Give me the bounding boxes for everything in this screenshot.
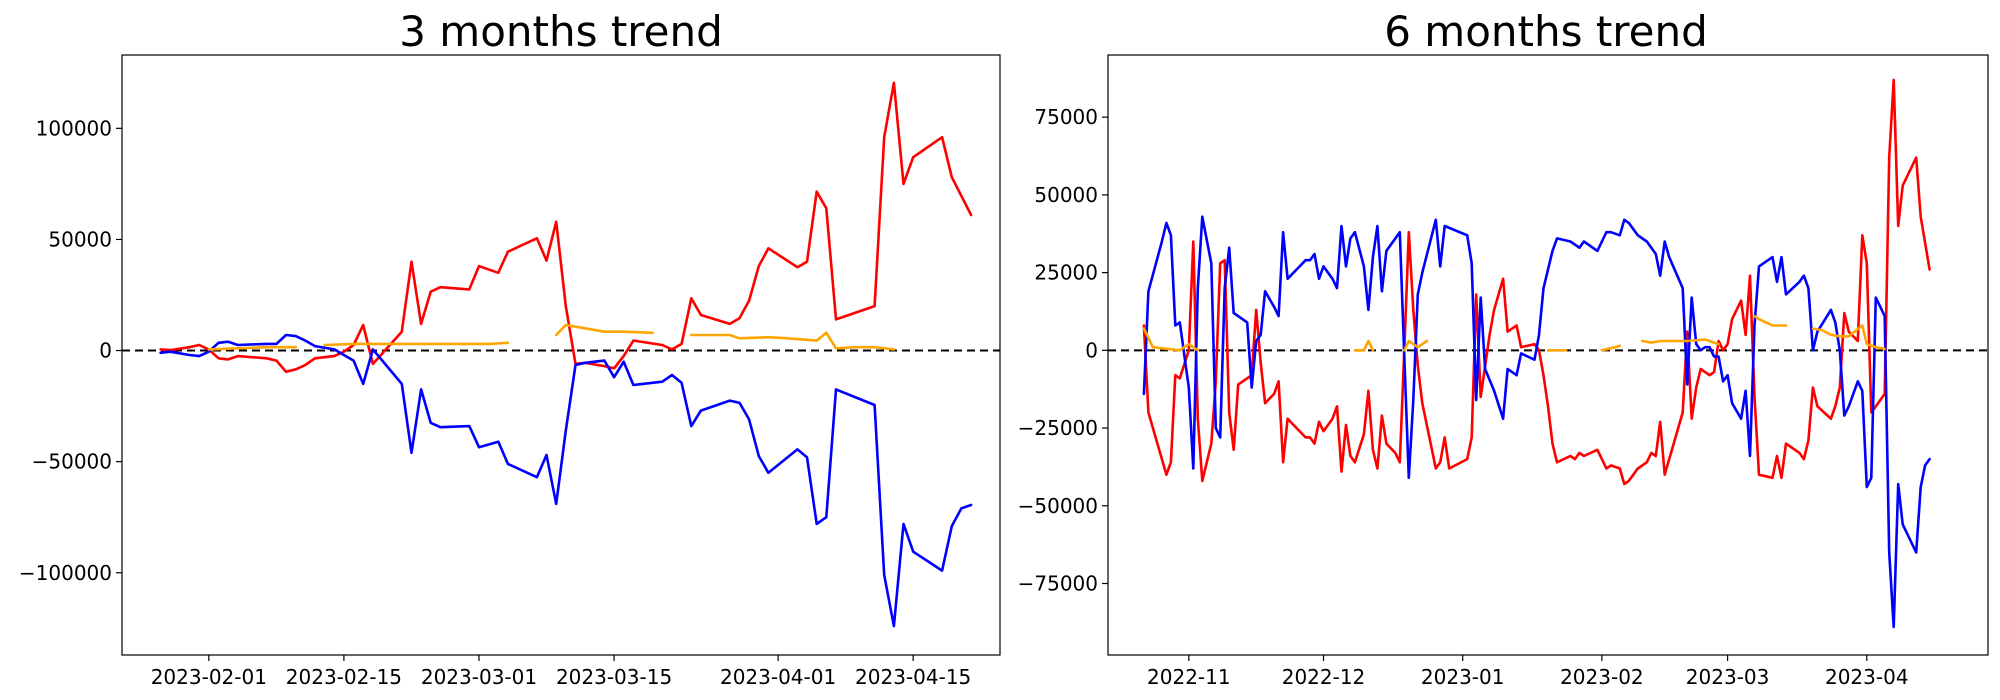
x-tick-label: 2023-03 (1686, 665, 1770, 689)
y-tick-label: 75000 (1034, 105, 1098, 129)
x-tick-label: 2023-04-01 (720, 665, 836, 689)
x-tick-label: 2022-11 (1147, 665, 1231, 689)
y-tick-label: −50000 (1018, 494, 1098, 518)
y-tick-label: 50000 (48, 227, 112, 251)
series-group (159, 81, 973, 628)
y-tick-label: 0 (1085, 338, 1098, 362)
y-axis-ticks: −100000 −50000 0 50000 100000 (19, 116, 122, 585)
plot-frame (1107, 54, 1989, 656)
x-axis-ticks: 2022-11 2022-12 2023-01 2023-02 2023-03 2023-… (1147, 655, 1909, 689)
chart-3-months: 3 months trend −100000 −50000 0 50000 100000… (19, 7, 1001, 689)
plot-frame (121, 54, 1001, 656)
x-tick-label: 2023-02 (1560, 665, 1644, 689)
chart-title: 3 months trend (399, 7, 723, 56)
y-tick-label: 50000 (1034, 183, 1098, 207)
x-tick-label: 2023-04 (1825, 665, 1909, 689)
x-tick-label: 2023-01 (1421, 665, 1505, 689)
y-tick-label: 100000 (36, 116, 112, 140)
x-tick-label: 2023-03-15 (556, 665, 672, 689)
y-tick-label: 0 (99, 339, 112, 363)
x-tick-label: 2022-12 (1282, 665, 1366, 689)
y-tick-label: −100000 (19, 561, 112, 585)
y-tick-label: 25000 (1034, 261, 1098, 285)
series-line-2 (1142, 314, 1886, 352)
x-tick-label: 2023-02-15 (286, 665, 402, 689)
x-tick-label: 2023-04-15 (855, 665, 971, 689)
chart-title: 6 months trend (1384, 7, 1708, 56)
y-tick-label: −25000 (1018, 416, 1098, 440)
x-axis-ticks: 2023-02-01 2023-02-15 2023-03-01 2023-03-15… (151, 655, 971, 689)
series-line-2 (207, 323, 896, 351)
y-axis-ticks: −75000 −50000 −25000 0 25000 50000 75000 (1018, 105, 1108, 595)
x-tick-label: 2023-02-01 (151, 665, 267, 689)
y-tick-label: −50000 (32, 450, 112, 474)
series-line-0 (159, 81, 973, 373)
x-tick-label: 2023-03-01 (421, 665, 537, 689)
series-line-0 (1142, 78, 1931, 486)
chart-6-months: 6 months trend −75000 −50000 −25000 0 25000 5… (1018, 7, 1989, 689)
series-line-1 (1142, 215, 1931, 629)
y-tick-label: −75000 (1018, 571, 1098, 595)
series-group (1142, 78, 1931, 629)
series-line-1 (159, 333, 973, 628)
